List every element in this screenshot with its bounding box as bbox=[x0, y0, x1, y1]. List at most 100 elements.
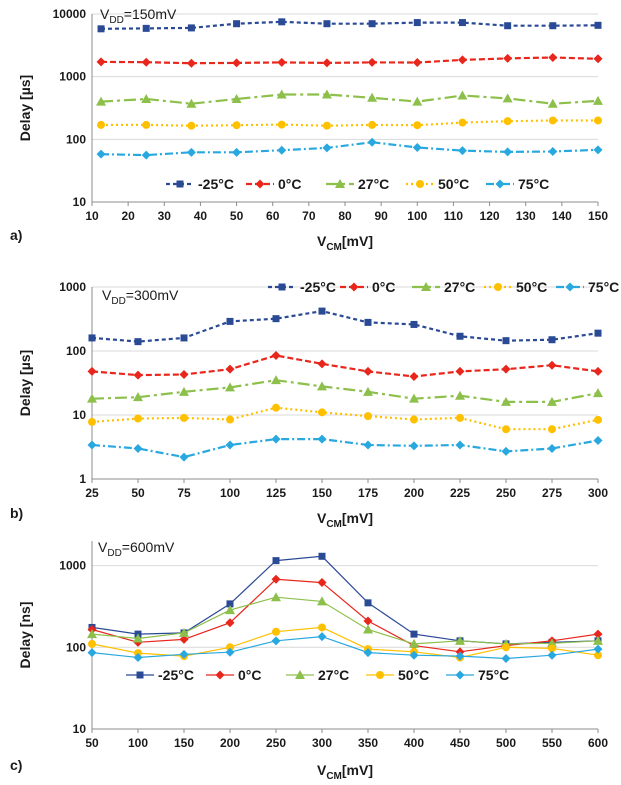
data-point bbox=[593, 629, 603, 639]
data-point bbox=[141, 150, 151, 160]
x-tick-label: 140 bbox=[552, 209, 572, 223]
x-tick-label: 20 bbox=[121, 209, 135, 223]
data-point bbox=[363, 440, 373, 450]
data-point bbox=[87, 648, 97, 658]
legend-entry: -25°C bbox=[166, 176, 234, 192]
data-point bbox=[187, 121, 196, 130]
x-tick-label: 225 bbox=[450, 486, 470, 500]
data-point bbox=[231, 94, 242, 104]
data-point bbox=[456, 413, 464, 422]
x-tick-label: 125 bbox=[266, 486, 286, 500]
data-point bbox=[133, 443, 143, 453]
data-point bbox=[593, 145, 603, 155]
legend-label: 75°C bbox=[518, 176, 549, 192]
data-point bbox=[409, 650, 419, 660]
x-axis-label: VCM[mV] bbox=[317, 510, 373, 530]
data-point bbox=[272, 403, 280, 412]
data-point bbox=[457, 146, 467, 156]
x-axis-label-sub: CM bbox=[326, 519, 342, 530]
data-point bbox=[226, 643, 234, 652]
legend-label: 75°C bbox=[478, 667, 509, 683]
x-tick-label: 60 bbox=[266, 209, 280, 223]
data-point bbox=[271, 351, 281, 361]
data-point bbox=[323, 20, 331, 28]
data-point bbox=[317, 359, 327, 369]
data-point bbox=[232, 147, 242, 157]
data-point bbox=[547, 650, 557, 660]
x-tick-label: 100 bbox=[128, 736, 148, 750]
x-tick-label: 250 bbox=[496, 486, 516, 500]
series-27C bbox=[87, 375, 603, 406]
data-point bbox=[457, 90, 468, 100]
legend-marker bbox=[421, 282, 431, 291]
data-point bbox=[186, 98, 197, 108]
series-line bbox=[101, 119, 598, 127]
x-tick-label: 50 bbox=[131, 486, 145, 500]
data-point bbox=[225, 440, 235, 450]
data-point bbox=[455, 651, 465, 661]
data-point bbox=[594, 21, 602, 29]
y-tick-label: 100 bbox=[66, 640, 86, 654]
y-tick-label: 10 bbox=[73, 408, 87, 422]
data-point bbox=[88, 417, 96, 426]
data-point bbox=[87, 393, 97, 403]
x-tick-label: 40 bbox=[194, 209, 208, 223]
legend-marker bbox=[335, 179, 345, 188]
data-point bbox=[96, 57, 106, 67]
data-point bbox=[368, 20, 376, 28]
data-point bbox=[367, 137, 377, 147]
y-tick-label: 100 bbox=[66, 132, 86, 146]
legend-entry: 0°C bbox=[206, 667, 262, 683]
legend-label: 0°C bbox=[372, 279, 396, 295]
x-tick-label: 75 bbox=[177, 486, 191, 500]
data-point bbox=[272, 315, 280, 323]
y-tick-label: 1000 bbox=[59, 70, 86, 84]
series-line bbox=[91, 309, 599, 343]
legend-entry: 75°C bbox=[556, 279, 619, 295]
x-tick-label: 50 bbox=[230, 209, 244, 223]
series-line bbox=[91, 379, 599, 403]
legend-label: 50°C bbox=[438, 176, 469, 192]
vdd-annotation: VDD=300mV bbox=[102, 287, 179, 307]
x-tick-label: 400 bbox=[404, 736, 424, 750]
x-tick-label: 200 bbox=[404, 486, 424, 500]
data-point bbox=[187, 24, 195, 32]
series--25C bbox=[97, 18, 602, 33]
data-point bbox=[455, 440, 465, 450]
legend-entry: 0°C bbox=[246, 176, 302, 192]
data-point bbox=[548, 116, 557, 125]
data-point bbox=[141, 57, 151, 67]
data-point bbox=[410, 630, 418, 638]
series-line bbox=[91, 626, 599, 659]
data-point bbox=[456, 332, 464, 340]
data-point bbox=[134, 338, 142, 346]
x-tick-label: 120 bbox=[480, 209, 500, 223]
data-point bbox=[88, 639, 96, 648]
data-point bbox=[271, 375, 281, 385]
legend-marker bbox=[349, 282, 359, 292]
x-tick-label: 450 bbox=[450, 736, 470, 750]
data-point bbox=[409, 371, 419, 381]
x-tick-label: 250 bbox=[266, 736, 286, 750]
x-axis-label-rest: [mV] bbox=[342, 762, 373, 778]
data-point bbox=[317, 578, 327, 588]
data-point bbox=[96, 149, 106, 159]
data-point bbox=[179, 452, 189, 462]
data-point bbox=[133, 370, 143, 380]
legend-label: -25°C bbox=[158, 667, 194, 683]
data-point bbox=[363, 366, 373, 376]
x-tick-label: 150 bbox=[174, 736, 194, 750]
data-point bbox=[133, 633, 143, 643]
legend-entry: 0°C bbox=[340, 279, 396, 295]
data-point bbox=[548, 644, 556, 653]
series-line bbox=[91, 555, 599, 645]
data-point bbox=[594, 329, 602, 337]
data-point bbox=[503, 117, 512, 126]
series-line bbox=[100, 56, 599, 65]
vdd-annotation-main: V bbox=[102, 287, 112, 303]
data-point bbox=[593, 95, 603, 105]
x-axis-label-sub: CM bbox=[326, 242, 342, 253]
data-point bbox=[367, 92, 378, 102]
x-tick-label: 130 bbox=[516, 209, 536, 223]
data-point bbox=[134, 414, 142, 423]
